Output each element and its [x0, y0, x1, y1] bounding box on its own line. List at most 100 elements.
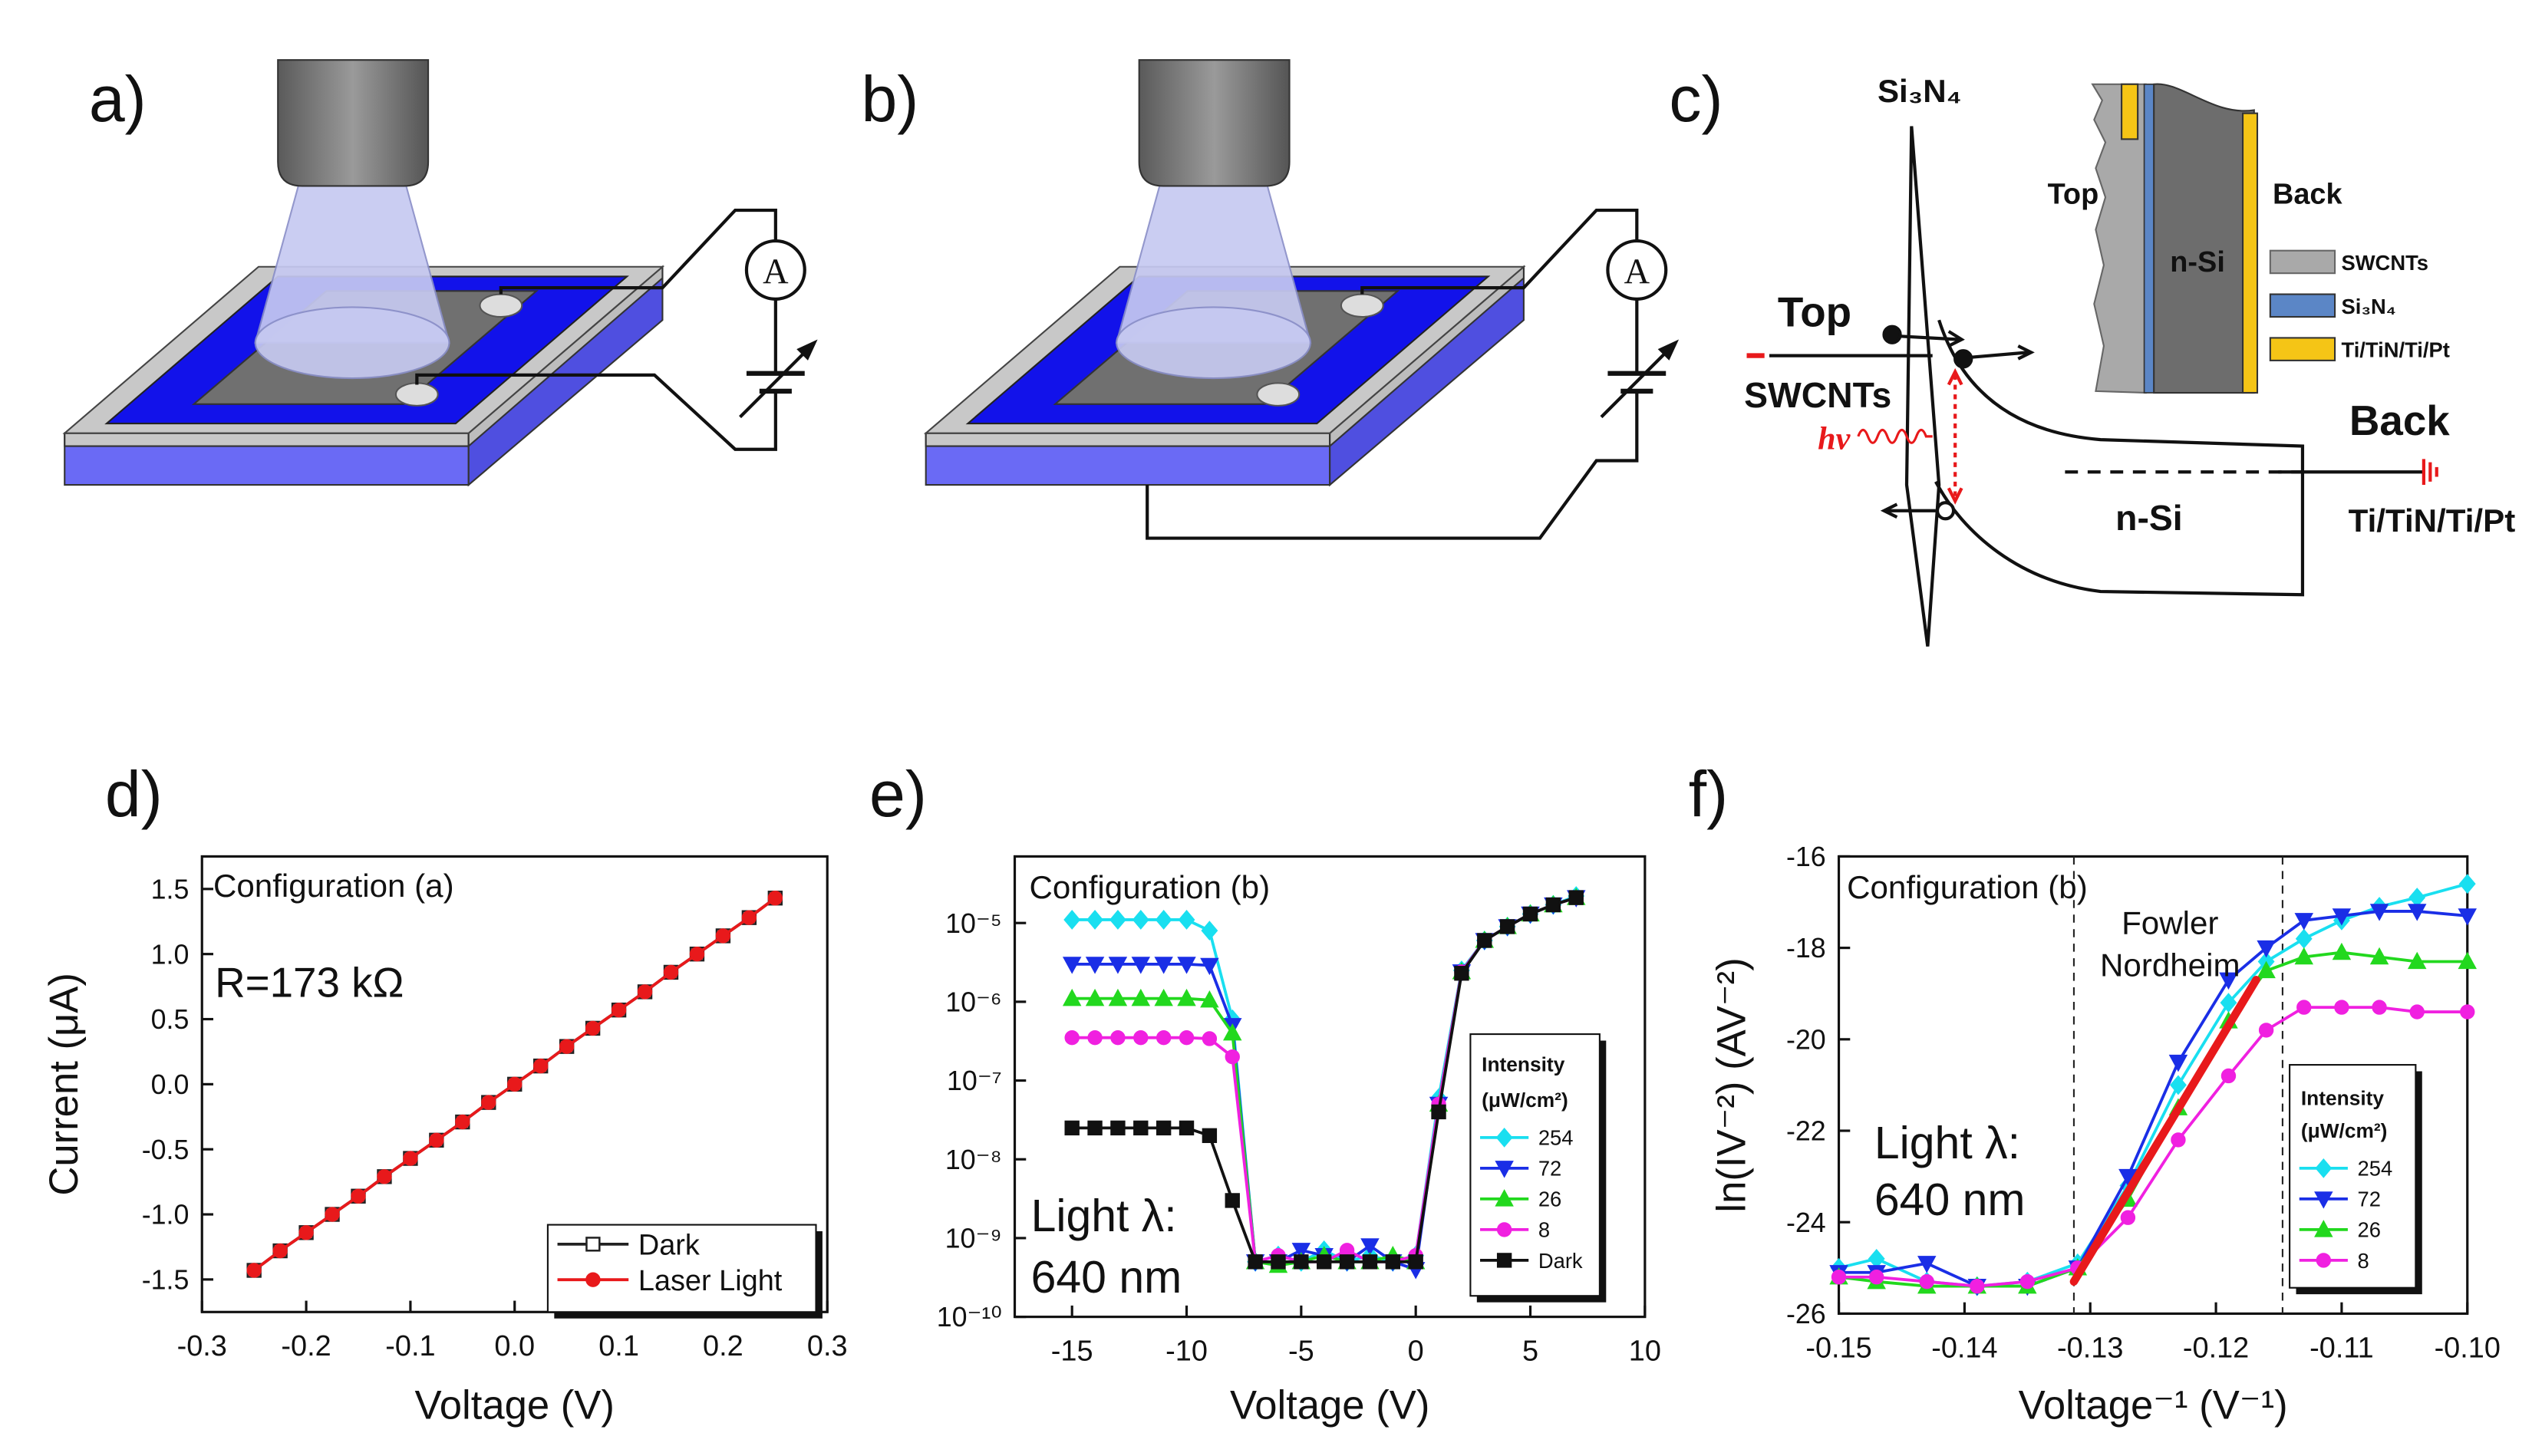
x-tick-label: 0.3 [807, 1330, 848, 1362]
marker [2258, 1023, 2274, 1038]
x-tick-label: -0.3 [177, 1330, 227, 1362]
band-label: SWCNTs [1744, 375, 1891, 415]
marker [2295, 928, 2313, 949]
marker [1087, 1030, 1103, 1046]
marker [1177, 957, 1196, 974]
marker [1917, 1256, 1937, 1273]
y-tick-label: 10⁻⁶ [945, 987, 1001, 1018]
setup [62, 59, 818, 487]
marker [2332, 908, 2352, 926]
objective [277, 59, 430, 187]
y-tick-label: 1.0 [151, 939, 190, 970]
photon-wave [1857, 428, 1933, 444]
marker [2458, 951, 2477, 970]
light-spot [254, 306, 450, 380]
variable-arrow [739, 344, 813, 419]
x-tick-label: 0.0 [494, 1330, 535, 1362]
contact-pad [1256, 382, 1301, 407]
x-tick-label: -0.11 [2309, 1332, 2374, 1364]
y-axis-label: ln(IV⁻²) (AV⁻²) [1709, 957, 1754, 1212]
marker [507, 1076, 523, 1092]
y-tick-label: -22 [1786, 1116, 1826, 1147]
x-tick-label: -0.2 [281, 1330, 331, 1362]
legend-box [1469, 1033, 1601, 1297]
top-metal [2121, 83, 2139, 140]
legend-label: 72 [1538, 1157, 1561, 1181]
x-tick-label: -0.1 [385, 1330, 435, 1362]
y-tick-label: -26 [1786, 1299, 1826, 1329]
y-tick-label: -16 [1786, 842, 1826, 872]
marker [559, 1039, 575, 1054]
marker [2369, 904, 2389, 921]
marker [1223, 1023, 1242, 1041]
electron [1953, 349, 1973, 369]
marker [1919, 1273, 1934, 1290]
marker [2314, 1191, 2333, 1209]
marker [2257, 960, 2276, 979]
legend-label: Dark [638, 1229, 700, 1261]
marker [2118, 1168, 2138, 1187]
marker [272, 1243, 288, 1259]
legend-title: (μW/cm²) [1482, 1089, 1568, 1112]
marker [1156, 1030, 1172, 1046]
chart: e) -15 -10 -5 0 5 10 10⁻¹⁰ 10⁻⁹ 10⁻⁸ 10⁻⁷ 10⁻⁶ 10⁻⁵ V… [869, 758, 1661, 1428]
setup [923, 59, 1680, 540]
marker [325, 1207, 340, 1222]
y-tick-label: -24 [1786, 1207, 1826, 1238]
marker [2332, 942, 2352, 960]
y-tick-label: 0.5 [151, 1004, 190, 1035]
marker [1110, 1030, 1126, 1046]
x-tick-label: -15 [1051, 1335, 1093, 1367]
legend-swatch [2269, 337, 2336, 361]
plot-frame [200, 855, 829, 1313]
band-label: Top [1778, 288, 1851, 336]
marker [1109, 910, 1126, 930]
x-tick-label: 5 [1522, 1335, 1538, 1367]
marker [2220, 993, 2237, 1013]
barrier-label: Si₃N₄ [1878, 73, 1962, 109]
legend-title: (μW/cm²) [2301, 1119, 2388, 1142]
marker [1133, 1120, 1149, 1136]
legend-label: 8 [2358, 1249, 2369, 1273]
band-label: Back [2349, 397, 2450, 444]
marker [1869, 1270, 1884, 1285]
marker [1868, 1248, 1885, 1269]
legend-swatch [2269, 249, 2336, 275]
marker [1108, 988, 1128, 1006]
marker [1339, 1254, 1355, 1270]
annotation: R=173 kΩ [215, 959, 404, 1006]
legend-label: 26 [2358, 1218, 2381, 1242]
x-axis-label: Voltage (V) [415, 1382, 615, 1428]
marker [455, 1114, 470, 1130]
x-tick-label: 0.2 [703, 1330, 743, 1362]
marker [1970, 1278, 1985, 1294]
marker [1495, 1161, 1514, 1178]
chart: d) -0.3 -0.2 -0.1 0.0 0.1 0.2 0.3 -1.5 -1.0 -0.5 0.… [41, 758, 847, 1428]
marker [1062, 988, 1082, 1006]
marker [1064, 1120, 1080, 1136]
marker [1110, 1120, 1126, 1136]
marker [1133, 1030, 1149, 1046]
y-tick-label: 10⁻⁸ [945, 1145, 1002, 1175]
marker [1454, 966, 1469, 981]
y-tick-label: -0.5 [142, 1135, 190, 1165]
chip-front-top [925, 432, 1331, 447]
marker [2460, 1004, 2475, 1020]
contact-pad [394, 382, 439, 407]
marker [481, 1095, 496, 1110]
band-label: Ti/TiN/Ti/Pt [2349, 502, 2516, 539]
marker [2458, 874, 2476, 894]
panel-label: e) [869, 758, 927, 830]
marker [2219, 972, 2238, 990]
marker [767, 891, 783, 906]
marker [1086, 910, 1103, 930]
marker [2019, 1273, 2036, 1290]
marker [1132, 910, 1149, 930]
marker [1360, 1238, 1380, 1256]
fit-line [2069, 976, 2260, 1286]
inset-label: n-Si [2170, 246, 2225, 278]
chip-front-top [64, 432, 470, 447]
